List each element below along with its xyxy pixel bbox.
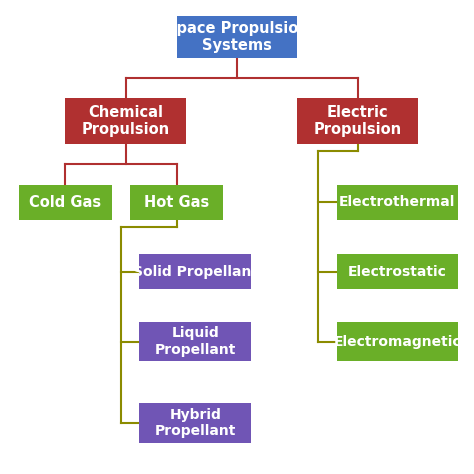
- Text: Electrothermal: Electrothermal: [339, 195, 456, 209]
- FancyBboxPatch shape: [337, 322, 457, 361]
- Text: Electromagnetic: Electromagnetic: [333, 335, 461, 348]
- FancyBboxPatch shape: [337, 185, 457, 219]
- FancyBboxPatch shape: [139, 403, 251, 443]
- FancyBboxPatch shape: [337, 255, 457, 289]
- Text: Solid Propellant: Solid Propellant: [133, 265, 258, 279]
- FancyBboxPatch shape: [139, 322, 251, 361]
- Text: Liquid
Propellant: Liquid Propellant: [155, 327, 236, 356]
- FancyBboxPatch shape: [139, 255, 251, 289]
- Text: Hot Gas: Hot Gas: [144, 195, 209, 210]
- Text: Space Propulsion
Systems: Space Propulsion Systems: [165, 21, 309, 54]
- FancyBboxPatch shape: [297, 98, 418, 144]
- FancyBboxPatch shape: [18, 185, 111, 219]
- Text: Cold Gas: Cold Gas: [29, 195, 101, 210]
- Text: Electrostatic: Electrostatic: [348, 265, 447, 279]
- Text: Hybrid
Propellant: Hybrid Propellant: [155, 408, 236, 438]
- Text: Electric
Propulsion: Electric Propulsion: [314, 105, 402, 137]
- Text: Chemical
Propulsion: Chemical Propulsion: [82, 105, 170, 137]
- FancyBboxPatch shape: [130, 185, 223, 219]
- FancyBboxPatch shape: [65, 98, 186, 144]
- FancyBboxPatch shape: [177, 17, 297, 58]
